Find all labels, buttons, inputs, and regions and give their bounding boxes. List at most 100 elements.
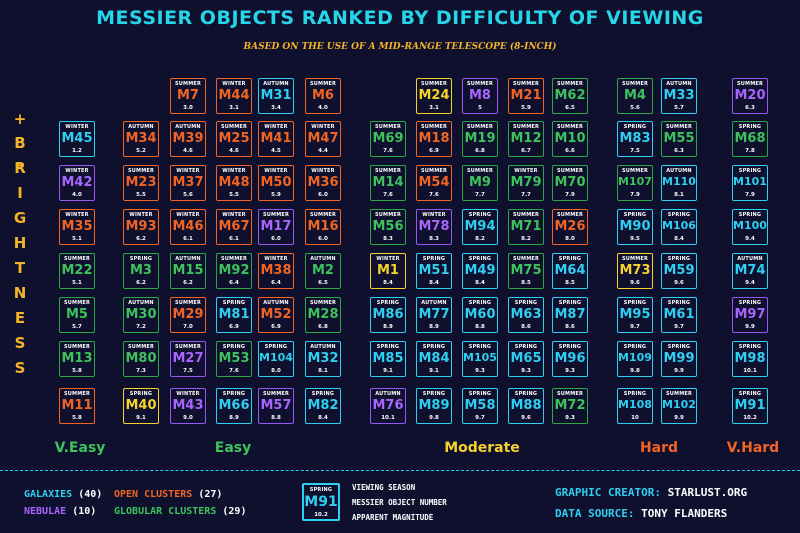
- tile-season: SPRING: [667, 344, 691, 350]
- tile-number: M82: [307, 398, 339, 413]
- tile-magnitude: 7.3: [136, 368, 146, 374]
- messier-tile-m99: SPRING M99 9.9: [661, 341, 697, 377]
- tile-number: M12: [510, 131, 542, 146]
- tile-magnitude: 8.6: [565, 324, 575, 330]
- tile-number: M43: [172, 398, 204, 413]
- messier-tile-m109: SPRING M109 9.8: [617, 341, 653, 377]
- tile-season: SPRING: [468, 391, 492, 397]
- tile-season: WINTER: [129, 212, 153, 218]
- key-mag-label: APPARENT MAGNITUDE: [352, 513, 434, 522]
- messier-tile-m36: WINTER M36 6.0: [305, 165, 341, 201]
- messier-tile-m67: WINTER M67 6.1: [216, 209, 252, 245]
- tile-number: M41: [260, 131, 292, 146]
- tile-number: M9: [469, 175, 491, 190]
- tile-magnitude: 9.9: [674, 368, 684, 374]
- messier-tile-m64: SPRING M64 8.5: [552, 253, 588, 289]
- tile-number: M109: [618, 351, 652, 364]
- tile-magnitude: 6.9: [229, 324, 239, 330]
- messier-tile-m44: WINTER M44 3.1: [216, 78, 252, 114]
- tile-magnitude: 8.9: [229, 415, 239, 421]
- tile-magnitude: 5.6: [183, 192, 193, 198]
- messier-tile-m41: WINTER M41 4.5: [258, 121, 294, 157]
- tile-number: M17: [260, 219, 292, 234]
- tile-number: M108: [618, 398, 652, 411]
- category-easy: Easy: [214, 440, 252, 456]
- messier-tile-m68: SPRING M68 7.8: [732, 121, 768, 157]
- category-moderate: Moderate: [444, 440, 520, 456]
- legend-open-clusters: OPEN CLUSTERS (27): [114, 489, 222, 500]
- tile-season: SUMMER: [466, 124, 494, 130]
- tile-number: M8: [469, 88, 491, 103]
- tile-number: M50: [260, 175, 292, 190]
- messier-tile-m31: AUTUMN M31 3.4: [258, 78, 294, 114]
- tile-number: M92: [218, 263, 250, 278]
- messier-tile-m26: SUMMER M26 8.0: [552, 209, 588, 245]
- tile-season: AUTUMN: [310, 344, 336, 350]
- messier-tile-m82: SPRING M82 8.4: [305, 388, 341, 424]
- tile-magnitude: 6.1: [183, 236, 193, 242]
- legend-nebulae-label: NEBULAE: [24, 506, 67, 517]
- tile-number: M93: [125, 219, 157, 234]
- tile-magnitude: 8.3: [383, 236, 393, 242]
- messier-tile-m89: SPRING M89 9.8: [416, 388, 452, 424]
- legend-globular-clusters-count: (29): [222, 506, 247, 517]
- tile-magnitude: 9.0: [183, 415, 193, 421]
- tile-season: SUMMER: [309, 300, 337, 306]
- tile-magnitude: 4.5: [271, 148, 281, 154]
- tile-magnitude: 4.0: [72, 192, 82, 198]
- key-season: SPRING: [309, 487, 333, 493]
- tile-magnitude: 9.4: [745, 280, 755, 286]
- messier-tile-m9: SUMMER M9 7.7: [462, 165, 498, 201]
- messier-tile-m7: SUMMER M7 3.0: [170, 78, 206, 114]
- tile-number: M38: [260, 263, 292, 278]
- messier-tile-m8: SUMMER M8 5: [462, 78, 498, 114]
- tile-magnitude: 9.8: [630, 368, 640, 374]
- tile-number: M1: [377, 263, 399, 278]
- tile-magnitude: 9.3: [521, 368, 531, 374]
- tile-season: SUMMER: [63, 344, 91, 350]
- tile-number: M2: [312, 263, 334, 278]
- tile-season: SPRING: [623, 344, 647, 350]
- tile-number: M76: [372, 398, 404, 413]
- tile-number: M104: [259, 351, 293, 364]
- tile-number: M20: [734, 88, 766, 103]
- messier-tile-m22: SUMMER M22 5.1: [59, 253, 95, 289]
- messier-tile-m72: SUMMER M72 9.3: [552, 388, 588, 424]
- tile-season: WINTER: [222, 81, 246, 87]
- tile-number: M84: [418, 351, 450, 366]
- messier-tile-m83: SPRING M83 7.5: [617, 121, 653, 157]
- messier-tile-m11: SUMMER M11 5.8: [59, 388, 95, 424]
- tile-magnitude: 8.5: [565, 280, 575, 286]
- tile-season: SUMMER: [621, 256, 649, 262]
- tile-magnitude: 6.5: [318, 280, 328, 286]
- tile-number: M7: [177, 88, 199, 103]
- tile-season: SPRING: [738, 212, 762, 218]
- tile-season: SUMMER: [665, 391, 693, 397]
- tile-season: SPRING: [514, 300, 538, 306]
- tile-number: M25: [218, 131, 250, 146]
- tile-magnitude: 10.1: [743, 368, 757, 374]
- tile-season: SPRING: [667, 212, 691, 218]
- tile-magnitude: 6.9: [429, 148, 439, 154]
- graphic-creator-value: STARLUST.ORG: [667, 486, 748, 499]
- tile-number: M6: [312, 88, 334, 103]
- tile-magnitude: 5.1: [72, 280, 82, 286]
- messier-tile-m81: SPRING M81 6.9: [216, 297, 252, 333]
- tile-number: M79: [510, 175, 542, 190]
- tile-season: SUMMER: [556, 391, 584, 397]
- tile-season: SPRING: [738, 300, 762, 306]
- key-season-label: VIEWING SEASON: [352, 483, 416, 492]
- tile-number: M11: [61, 398, 93, 413]
- tile-season: SUMMER: [621, 168, 649, 174]
- tile-magnitude: 7.9: [565, 192, 575, 198]
- chart-title: MESSIER OBJECTS RANKED BY DIFFICULTY OF …: [96, 7, 704, 29]
- tile-number: M71: [510, 219, 542, 234]
- messier-tile-m90: SPRING M90 9.5: [617, 209, 653, 245]
- tile-season: SUMMER: [262, 391, 290, 397]
- tile-magnitude: 9.3: [565, 415, 575, 421]
- section-divider: [0, 470, 800, 471]
- tile-magnitude: 8.8: [475, 324, 485, 330]
- tile-number: M78: [418, 219, 450, 234]
- tile-number: M68: [734, 131, 766, 146]
